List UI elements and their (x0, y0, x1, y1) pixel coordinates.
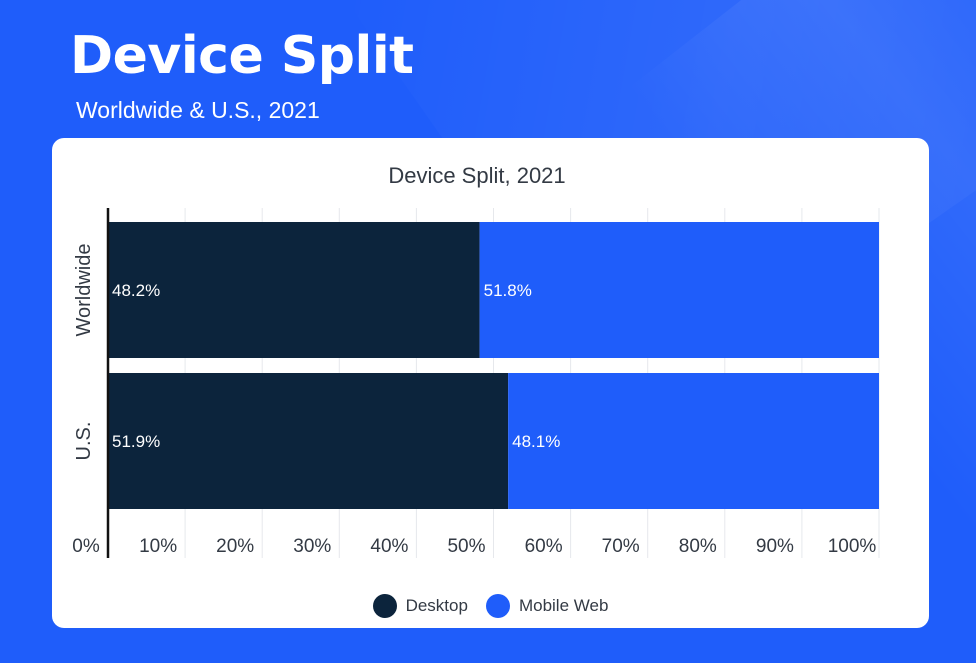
bar-desktop-1 (108, 222, 480, 358)
x-tick-label: 80% (679, 536, 717, 557)
data-labels: 48.2% 51.8% 51.9% 48.1% (112, 281, 560, 451)
x-tick-label: 0% (72, 536, 100, 557)
device-split-chart: Device Split, 2021 48.2% 51.8%51.9% 48.1% … (72, 163, 880, 558)
page-subtitle: Worldwide & U.S., 2021 (76, 97, 320, 123)
legend-dot-mobile-web (485, 594, 510, 618)
page-title: Device Split (70, 26, 414, 86)
legend: Desktop Mobile Web (52, 594, 929, 618)
bar-mobile-web-2 (508, 373, 879, 509)
bar-desktop-2 (108, 373, 509, 509)
legend-label-desktop: Desktop (405, 596, 468, 615)
legend-dot-desktop (372, 594, 397, 618)
category-label: U.S. (73, 422, 95, 461)
bar-mobile-web-1 (479, 222, 879, 358)
legend-label-mobile-web: Mobile Web (518, 596, 609, 615)
x-tick-label: 70% (602, 536, 640, 557)
x-tick-label: 60% (525, 536, 563, 557)
category-label: Worldwide (73, 244, 95, 337)
x-tick-label: 40% (370, 536, 408, 557)
x-tick-label: 90% (756, 536, 794, 557)
x-tick-label: 30% (293, 536, 331, 557)
x-tick-label: 20% (216, 536, 254, 557)
chart-card: Device Split, 2021 48.2% 51.8% 51.9% 48.1% … (52, 138, 929, 628)
legend-item-mobile-web[interactable]: Mobile Web (485, 594, 609, 618)
x-axis-ticks: 0% 10% 20% 30% 40% 50% 60% 70% 80% 90% 100% (72, 536, 876, 557)
category-labels: Worldwide U.S. (73, 244, 95, 461)
data-label: 48.1% (512, 432, 560, 451)
chart-title: Device Split, 2021 (388, 163, 565, 188)
x-tick-label: 100% (828, 536, 877, 557)
data-label: 51.9% (112, 432, 160, 451)
data-label: 51.8% (484, 281, 532, 300)
x-tick-label: 10% (139, 536, 177, 557)
legend-item-desktop[interactable]: Desktop (372, 594, 468, 618)
x-tick-label: 50% (447, 536, 485, 557)
bars (108, 222, 879, 509)
data-label: 48.2% (112, 281, 160, 300)
